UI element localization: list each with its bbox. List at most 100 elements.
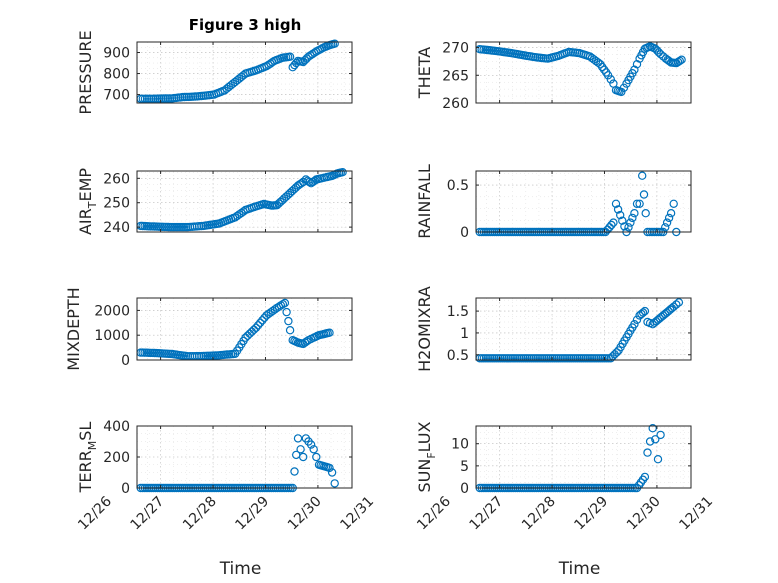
data-point xyxy=(641,208,650,218)
data-point xyxy=(611,199,621,208)
data-point xyxy=(256,318,265,327)
data-point xyxy=(243,331,252,340)
data-point xyxy=(284,316,293,326)
data-point xyxy=(628,213,637,223)
y-axis-label: SUNFLUX xyxy=(415,421,438,492)
data-point xyxy=(305,177,314,187)
data-point xyxy=(648,424,657,433)
data-point xyxy=(638,171,647,180)
y-axis-label-main: TERR xyxy=(76,450,95,493)
x-tick-label: 12/30 xyxy=(285,494,325,534)
x-tick-label: 12/31 xyxy=(676,494,716,534)
data-point xyxy=(606,75,616,84)
axes-frame xyxy=(136,41,353,104)
data-point xyxy=(661,223,670,232)
data-point xyxy=(624,223,633,232)
y-axis-label-main: SUN xyxy=(415,459,434,493)
data-point xyxy=(609,218,618,227)
y-tick-label: 200 xyxy=(103,450,130,466)
data-point xyxy=(325,463,334,473)
data-point xyxy=(639,190,649,199)
x-tick-label: 12/27 xyxy=(128,494,168,534)
x-tick-label: 12/30 xyxy=(624,494,664,534)
data-point xyxy=(232,211,242,221)
data-point xyxy=(616,210,625,220)
y-axis-label-main: MIXDEPTH xyxy=(64,287,83,370)
y-tick-label: 1.5 xyxy=(447,304,469,320)
panel-2: 260 265 270 THETA xyxy=(415,41,692,112)
data-point xyxy=(645,437,655,446)
y-axis-label: H2OMIXRA xyxy=(415,286,434,372)
data-point xyxy=(672,300,681,309)
y-axis-label: AIRTEMP xyxy=(76,168,99,235)
data-point xyxy=(620,222,629,231)
data-point xyxy=(656,430,665,440)
data-point xyxy=(630,320,639,329)
data-point xyxy=(619,83,629,93)
panel-1: 700 800 900 PRESSURE xyxy=(76,30,353,115)
data-point xyxy=(338,167,347,177)
y-axis-label-main: AIR xyxy=(76,208,95,235)
data-point xyxy=(674,298,684,307)
y-tick-label: 2000 xyxy=(94,303,130,319)
data-point xyxy=(312,452,321,462)
data-point xyxy=(630,208,639,218)
data-point xyxy=(656,50,665,59)
data-point xyxy=(278,300,288,309)
y-axis-label: RAINFALL xyxy=(415,164,434,239)
data-point xyxy=(666,208,676,218)
data-point xyxy=(309,445,318,454)
figure-title: Figure 3 high xyxy=(189,16,302,34)
data-point xyxy=(664,213,674,223)
x-tick-label: 12/28 xyxy=(519,494,559,534)
data-point xyxy=(613,205,623,214)
axes-frame xyxy=(136,297,353,361)
panel-5: 0 1000 2000 MIXDEPTH xyxy=(64,287,353,371)
data-point xyxy=(293,434,303,443)
y-axis-label-tail: SL xyxy=(76,422,95,441)
data-point xyxy=(299,452,308,462)
x-tick-label: 12/29 xyxy=(571,494,611,534)
y-tick-label: 10 xyxy=(451,437,469,453)
y-tick-label: 900 xyxy=(103,46,130,62)
data-point xyxy=(245,329,254,338)
y-axis-label-main: RAINFALL xyxy=(415,164,434,239)
data-point xyxy=(251,323,261,332)
y-axis-label-main: H2OMIXRA xyxy=(415,286,434,372)
data-point xyxy=(285,52,295,61)
y-axis-label-subscript: T xyxy=(86,201,99,209)
y-axis-label-tail: EMP xyxy=(76,168,95,202)
data-point xyxy=(296,445,305,454)
y-tick-label: 0 xyxy=(460,481,469,497)
data-point xyxy=(258,316,267,325)
data-point xyxy=(638,308,648,317)
x-tick-label: 12/29 xyxy=(232,494,272,534)
y-tick-label: 0 xyxy=(121,353,130,369)
data-point xyxy=(607,220,616,230)
y-tick-label: 700 xyxy=(103,88,130,104)
data-point xyxy=(653,455,663,464)
x-tick-label: 12/27 xyxy=(467,494,507,534)
data-point xyxy=(302,337,311,346)
data-point xyxy=(327,468,337,477)
data-point xyxy=(282,307,291,317)
data-point xyxy=(306,440,316,449)
y-axis-label-main: PRESSURE xyxy=(76,30,95,114)
x-axis-label: Time xyxy=(558,559,601,579)
y-tick-label: 270 xyxy=(442,41,469,57)
y-tick-label: 250 xyxy=(103,196,130,212)
x-tick-label: 12/31 xyxy=(337,494,377,534)
data-point xyxy=(290,467,299,476)
axes-frame xyxy=(475,297,692,361)
data-point xyxy=(330,39,339,48)
y-tick-label: 0.5 xyxy=(447,178,469,194)
x-tick-label: 12/28 xyxy=(180,494,220,534)
axes-frame xyxy=(475,170,692,233)
x-tick-label: 12/26 xyxy=(75,493,115,533)
y-axis-label: MIXDEPTH xyxy=(64,287,83,370)
y-axis-label: PRESSURE xyxy=(76,30,95,114)
data-point xyxy=(677,55,686,64)
